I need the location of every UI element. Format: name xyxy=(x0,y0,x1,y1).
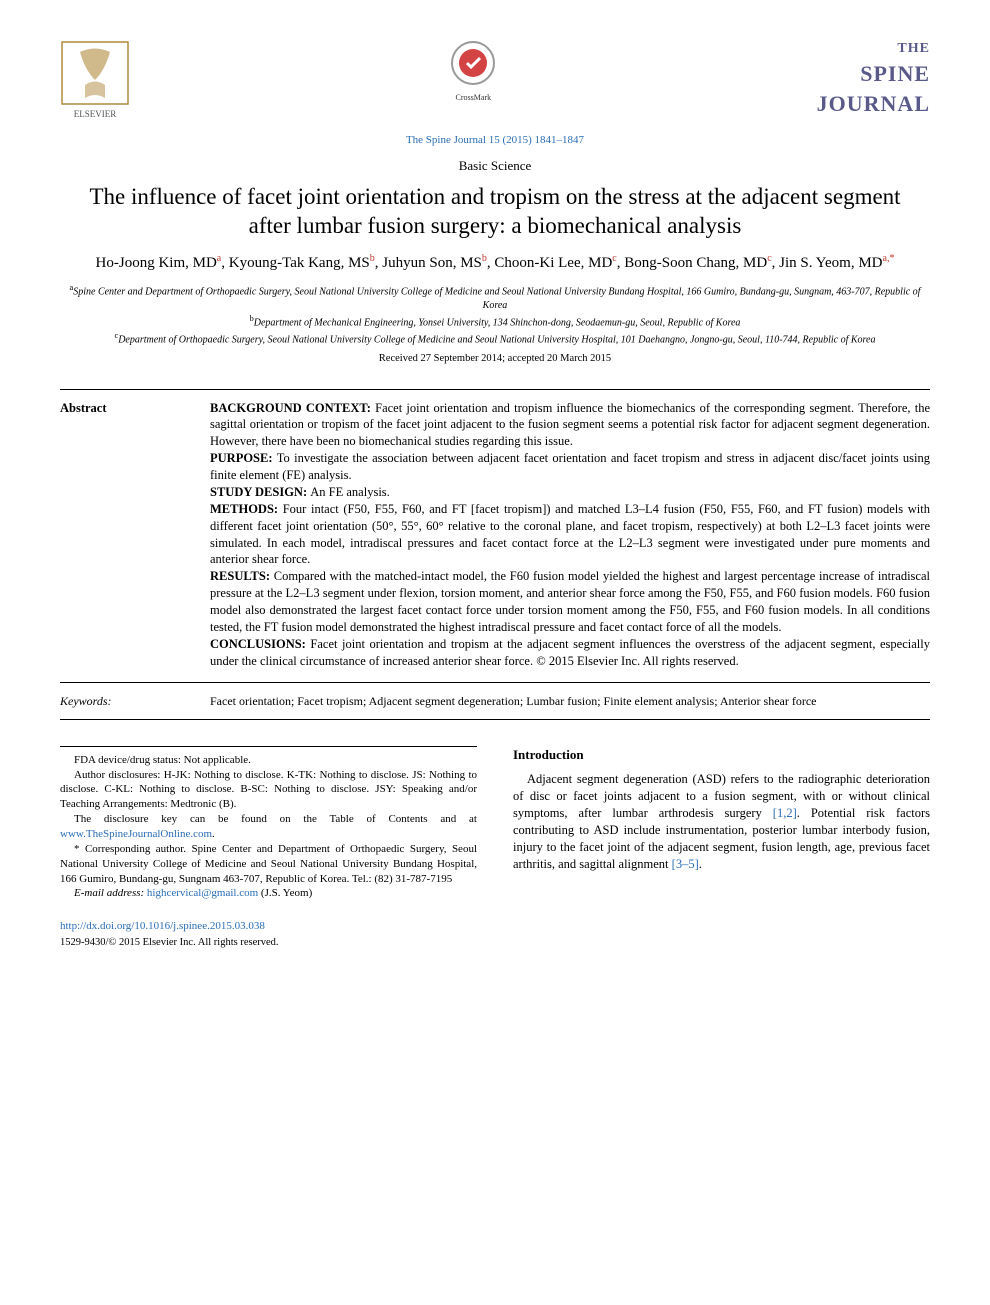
abstract-section: CONCLUSIONS: Facet joint orientation and… xyxy=(210,636,930,670)
author-email[interactable]: highcervical@gmail.com xyxy=(147,887,258,899)
author-disclosures: Author disclosures: H-JK: Nothing to dis… xyxy=(60,768,477,813)
left-column: FDA device/drug status: Not applicable. … xyxy=(60,746,477,901)
corresponding-author: * Corresponding author. Spine Center and… xyxy=(60,842,477,887)
keywords-body: Facet orientation; Facet tropism; Adjace… xyxy=(210,693,930,709)
affiliation-line: cDepartment of Orthopaedic Surgery, Seou… xyxy=(60,330,930,347)
abstract-text: Compared with the matched-intact model, … xyxy=(210,569,930,634)
introduction-body: Adjacent segment degeneration (ASD) refe… xyxy=(513,771,930,872)
abstract-subhead: CONCLUSIONS: xyxy=(210,637,310,651)
article-title: The influence of facet joint orientation… xyxy=(80,183,910,241)
abstract-text: Facet joint orientation and tropism at t… xyxy=(210,637,930,668)
abstract-section: METHODS: Four intact (F50, F55, F60, and… xyxy=(210,501,930,569)
abstract-subhead: PURPOSE: xyxy=(210,451,277,465)
abstract-block: Abstract BACKGROUND CONTEXT: Facet joint… xyxy=(60,400,930,670)
copyright-line: 1529-9430/© 2015 Elsevier Inc. All right… xyxy=(60,936,930,950)
keywords-row: Keywords: Facet orientation; Facet tropi… xyxy=(60,693,930,709)
journal-logo: THE SPINE JOURNAL xyxy=(817,40,930,118)
abstract-section: RESULTS: Compared with the matched-intac… xyxy=(210,568,930,636)
keywords-label: Keywords: xyxy=(60,693,170,709)
abstract-subhead: RESULTS: xyxy=(210,569,274,583)
footnotes: FDA device/drug status: Not applicable. … xyxy=(60,746,477,901)
document-header: ELSEVIER CrossMark THE SPINE JOURNAL xyxy=(60,40,930,125)
rule-mid1 xyxy=(60,682,930,683)
abstract-subhead: METHODS: xyxy=(210,502,283,516)
abstract-section: PURPOSE: To investigate the association … xyxy=(210,450,930,484)
two-column-body: FDA device/drug status: Not applicable. … xyxy=(60,746,930,901)
abstract-subhead: BACKGROUND CONTEXT: xyxy=(210,401,375,415)
disclosure-key: The disclosure key can be found on the T… xyxy=(60,812,477,842)
abstract-text: An FE analysis. xyxy=(310,485,390,499)
abstract-section: BACKGROUND CONTEXT: Facet joint orientat… xyxy=(210,400,930,451)
introduction-heading: Introduction xyxy=(513,746,930,764)
citation-ref-2[interactable]: [3–5] xyxy=(672,857,699,871)
email-line: E-mail address: highcervical@gmail.com (… xyxy=(60,886,477,901)
affiliation-line: aSpine Center and Department of Orthopae… xyxy=(60,282,930,312)
abstract-label: Abstract xyxy=(60,400,170,670)
article-section-label: Basic Science xyxy=(60,157,930,175)
crossmark-label: CrossMark xyxy=(450,93,496,104)
citation-ref-1[interactable]: [1,2] xyxy=(773,806,797,820)
abstract-subhead: STUDY DESIGN: xyxy=(210,485,310,499)
rule-mid2 xyxy=(60,719,930,720)
affiliation-line: bDepartment of Mechanical Engineering, Y… xyxy=(60,313,930,330)
disclosure-link[interactable]: www.TheSpineJournalOnline.com xyxy=(60,828,212,840)
elsevier-logo: ELSEVIER xyxy=(60,40,130,125)
svg-text:ELSEVIER: ELSEVIER xyxy=(74,109,117,119)
abstract-body: BACKGROUND CONTEXT: Facet joint orientat… xyxy=(210,400,930,670)
abstract-section: STUDY DESIGN: An FE analysis. xyxy=(210,484,930,501)
received-dates: Received 27 September 2014; accepted 20 … xyxy=(60,352,930,366)
citation-line[interactable]: The Spine Journal 15 (2015) 1841–1847 xyxy=(60,133,930,148)
doi-link[interactable]: http://dx.doi.org/10.1016/j.spinee.2015.… xyxy=(60,919,930,934)
fda-status: FDA device/drug status: Not applicable. xyxy=(60,753,477,768)
author-list: Ho-Joong Kim, MDa, Kyoung-Tak Kang, MSb,… xyxy=(60,252,930,274)
abstract-text: Four intact (F50, F55, F60, and FT [face… xyxy=(210,502,930,567)
rule-top xyxy=(60,389,930,390)
abstract-text: To investigate the association between a… xyxy=(210,451,930,482)
affiliations: aSpine Center and Department of Orthopae… xyxy=(60,282,930,346)
right-column: Introduction Adjacent segment degenerati… xyxy=(513,746,930,901)
crossmark-badge[interactable]: CrossMark xyxy=(450,40,496,103)
